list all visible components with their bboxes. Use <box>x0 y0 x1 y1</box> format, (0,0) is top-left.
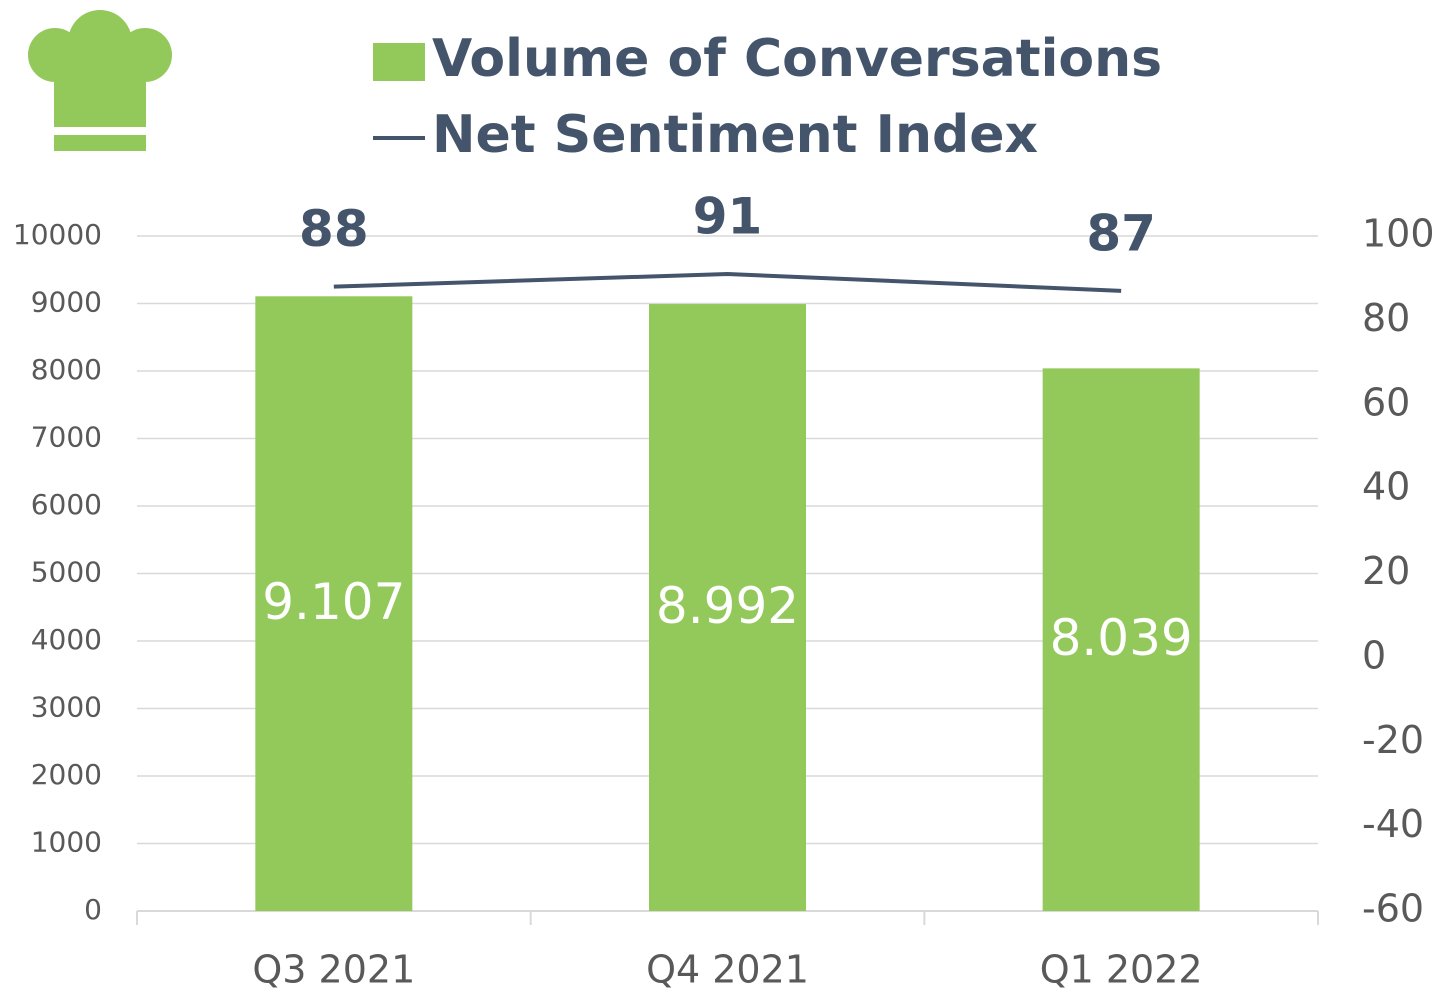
bar-value-label: 8.992 <box>656 577 799 635</box>
x-tick-label: Q1 2022 <box>1040 948 1203 992</box>
y-tick-label: 4000 <box>31 623 102 656</box>
bar <box>255 296 413 912</box>
y-tick-label: 5000 <box>31 556 102 589</box>
line-value-label: 91 <box>693 187 763 245</box>
y2-tick-label: -20 <box>1362 718 1424 762</box>
bar <box>1042 368 1200 911</box>
y2-tick-label: 20 <box>1362 549 1410 593</box>
line <box>333 271 1122 293</box>
line-value-label: 87 <box>1086 204 1156 262</box>
y-tick-label: 9000 <box>31 286 102 319</box>
y-tick-label: 0 <box>84 893 102 926</box>
y2-tick-label: 60 <box>1362 380 1410 424</box>
y-tick-label: 2000 <box>31 758 102 791</box>
y2-tick-label: 0 <box>1362 633 1386 677</box>
legend-label: Net Sentiment Index <box>432 105 1038 165</box>
y2-tick-label: -60 <box>1362 887 1424 931</box>
y-tick-label: 10000 <box>13 218 102 251</box>
y-tick-label: 8000 <box>31 353 102 386</box>
legend-label: Volume of Conversations <box>432 29 1162 89</box>
chef-hat-icon <box>28 10 172 151</box>
bar <box>649 304 806 911</box>
y-tick-label: 3000 <box>31 691 102 724</box>
y2-tick-label: -40 <box>1362 802 1424 846</box>
y-tick-label: 6000 <box>31 488 102 521</box>
y-tick-label: 1000 <box>31 826 102 859</box>
y2-tick-label: 80 <box>1362 296 1410 340</box>
x-tick-label: Q4 2021 <box>646 948 809 992</box>
legend-swatch <box>373 43 425 81</box>
y2-tick-label: 40 <box>1362 465 1410 509</box>
y-tick-label: 7000 <box>31 421 102 454</box>
bar-value-label: 9.107 <box>262 573 405 631</box>
line-value-label: 88 <box>299 200 369 258</box>
y2-tick-label: 100 <box>1362 212 1435 256</box>
bar-value-label: 8.039 <box>1050 609 1193 667</box>
x-tick-label: Q3 2021 <box>252 948 415 992</box>
